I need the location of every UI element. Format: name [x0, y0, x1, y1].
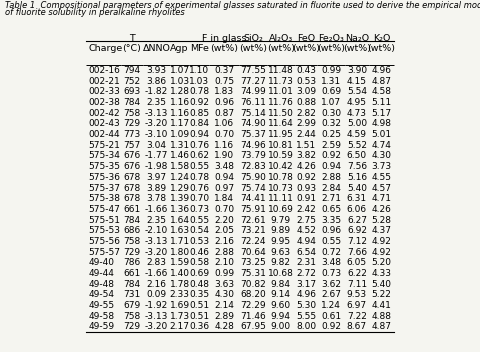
Text: of fluorite solubility in peralkaline rhyolites: of fluorite solubility in peralkaline rh… — [5, 8, 184, 17]
Text: Table 1  Compositional parameters of experimental glasses saturated in fluorite : Table 1 Compositional parameters of expe… — [5, 1, 480, 10]
